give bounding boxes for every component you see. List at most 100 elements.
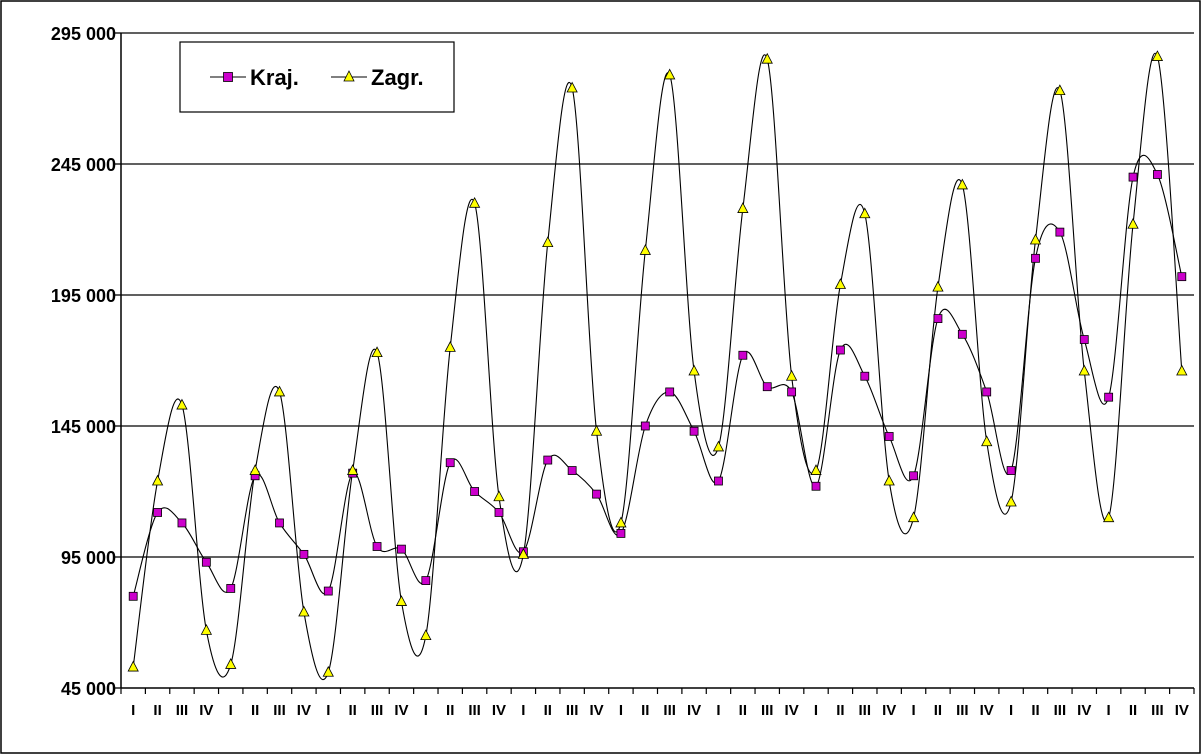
point-kraj [1153,170,1162,179]
point-kraj [1128,172,1138,182]
point-kraj [1055,227,1065,237]
x-tick-label: IV [1077,702,1091,719]
point-zagr [200,624,213,635]
point-kraj [884,432,894,441]
legend-label-zagr: Zagr. [371,65,424,90]
x-tick-label: I [716,702,720,719]
x-tick-label: III [566,702,579,719]
x-tick-label: IV [589,702,603,719]
point-zagr [542,236,554,247]
point-kraj [860,371,870,381]
point-zagr [566,81,578,93]
legend-label-kraj: Kraj. [250,65,299,90]
point-zagr [688,364,700,376]
x-tick-label: II [1031,702,1039,719]
point-kraj [1031,253,1040,263]
point-zagr [1078,364,1090,376]
point-kraj [1079,335,1089,344]
point-zagr [347,464,359,475]
point-zagr [639,244,651,255]
x-tick-label: IV [297,702,311,719]
point-kraj [616,529,626,538]
x-tick-label: II [446,702,454,719]
point-zagr [1005,495,1017,507]
point-kraj [1104,392,1114,402]
point-zagr [883,474,895,486]
x-tick-label: II [153,702,161,719]
x-tick-label: II [348,702,356,719]
point-kraj [787,387,797,397]
point-zagr [468,196,481,208]
point-kraj [982,387,992,397]
point-kraj [835,345,845,355]
x-tick-label: IV [394,702,408,719]
x-tick-label: IV [492,702,506,719]
y-tick-label: 245 000 [51,155,116,175]
point-zagr [1127,217,1139,229]
x-tick-label: III [468,702,481,719]
point-kraj [714,476,723,486]
x-tick-label: I [424,702,428,719]
x-tick-label: I [229,702,233,719]
point-zagr [785,369,798,381]
x-tick-label: II [1129,702,1137,719]
x-tick-label: III [176,702,189,719]
point-zagr [420,629,432,640]
point-zagr [273,385,286,397]
point-kraj [567,466,577,475]
x-tick-label: III [663,702,676,719]
point-zagr [1029,233,1042,245]
x-tick-labels: I II III IV I II III IV I II III IV I II III IV I II III IV… [131,702,1189,719]
gridlines [121,32,1194,558]
point-zagr [249,464,261,475]
x-tick-label: II [836,702,844,719]
point-zagr [834,278,847,289]
x-tick-label: II [251,702,259,719]
point-zagr [712,440,725,452]
x-tick-label: IV [687,702,701,719]
series [127,50,1188,680]
point-kraj [1006,466,1016,475]
x-tick-label: III [761,702,774,719]
y-tick-label: 145 000 [51,417,116,437]
point-zagr [517,548,530,559]
point-zagr [956,178,968,190]
point-zagr [1054,84,1066,96]
legend-marker-zagr [343,70,355,82]
point-zagr [981,435,993,447]
point-kraj [445,458,455,468]
x-tick-label: III [956,702,969,719]
axes [115,32,1195,694]
point-kraj [153,508,162,517]
point-kraj [470,487,480,496]
point-zagr [176,398,188,410]
x-tick-label: III [1151,702,1164,719]
x-tick-label: I [619,702,623,719]
point-kraj [494,508,504,517]
point-zagr [225,658,237,669]
point-zagr [151,474,164,486]
point-zagr [298,605,310,617]
point-zagr [1102,511,1115,523]
point-zagr [127,660,139,672]
point-kraj [543,455,553,465]
point-zagr [737,202,749,213]
point-kraj [811,481,821,491]
x-tick-label: I [1009,702,1013,719]
y-tick-label: 95 000 [61,548,116,568]
point-kraj [957,329,967,339]
x-tick-label: II [739,702,747,719]
point-kraj [397,544,406,554]
y-tick-label: 45 000 [61,679,116,699]
point-zagr [1176,364,1188,376]
x-tick-label: I [911,702,915,719]
point-kraj [226,584,236,593]
x-tick-label: I [1107,702,1111,719]
x-tick-label: IV [199,702,213,719]
legend: Kraj. Zagr. [179,41,455,113]
point-kraj [323,586,333,596]
point-kraj [738,350,748,360]
x-tick-label: IV [1175,702,1189,719]
x-tick-label: IV [882,702,896,719]
